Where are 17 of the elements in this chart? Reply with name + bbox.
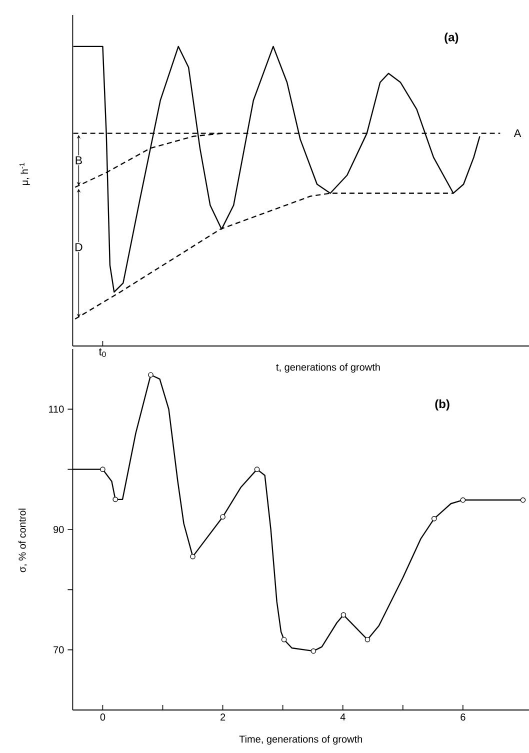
y-tick-label: 70 [54, 646, 64, 654]
annotation: t$_{0}$ [98, 348, 106, 358]
x-tick-label: 2 [220, 714, 226, 721]
x-tick-label: 0 [100, 714, 106, 721]
annotation: D [75, 243, 82, 252]
annotation: A [514, 129, 522, 137]
text: (a) [444, 32, 458, 44]
annotation: (b) [435, 399, 450, 411]
x-tick-label: 4 [340, 714, 346, 720]
y-tick-label: 90 [54, 526, 64, 534]
y-tick-label: 110 [48, 406, 64, 413]
x-axis-title: Time, generations of growth [239, 735, 362, 745]
y-axis-title: μ, h$^{-1}$ [20, 162, 30, 186]
annotation: B [76, 156, 82, 164]
x-axis-title: t, generations of growth [276, 363, 380, 373]
x-tick-label: 6 [460, 714, 466, 721]
y-axis-title: σ, % of control [18, 508, 27, 572]
